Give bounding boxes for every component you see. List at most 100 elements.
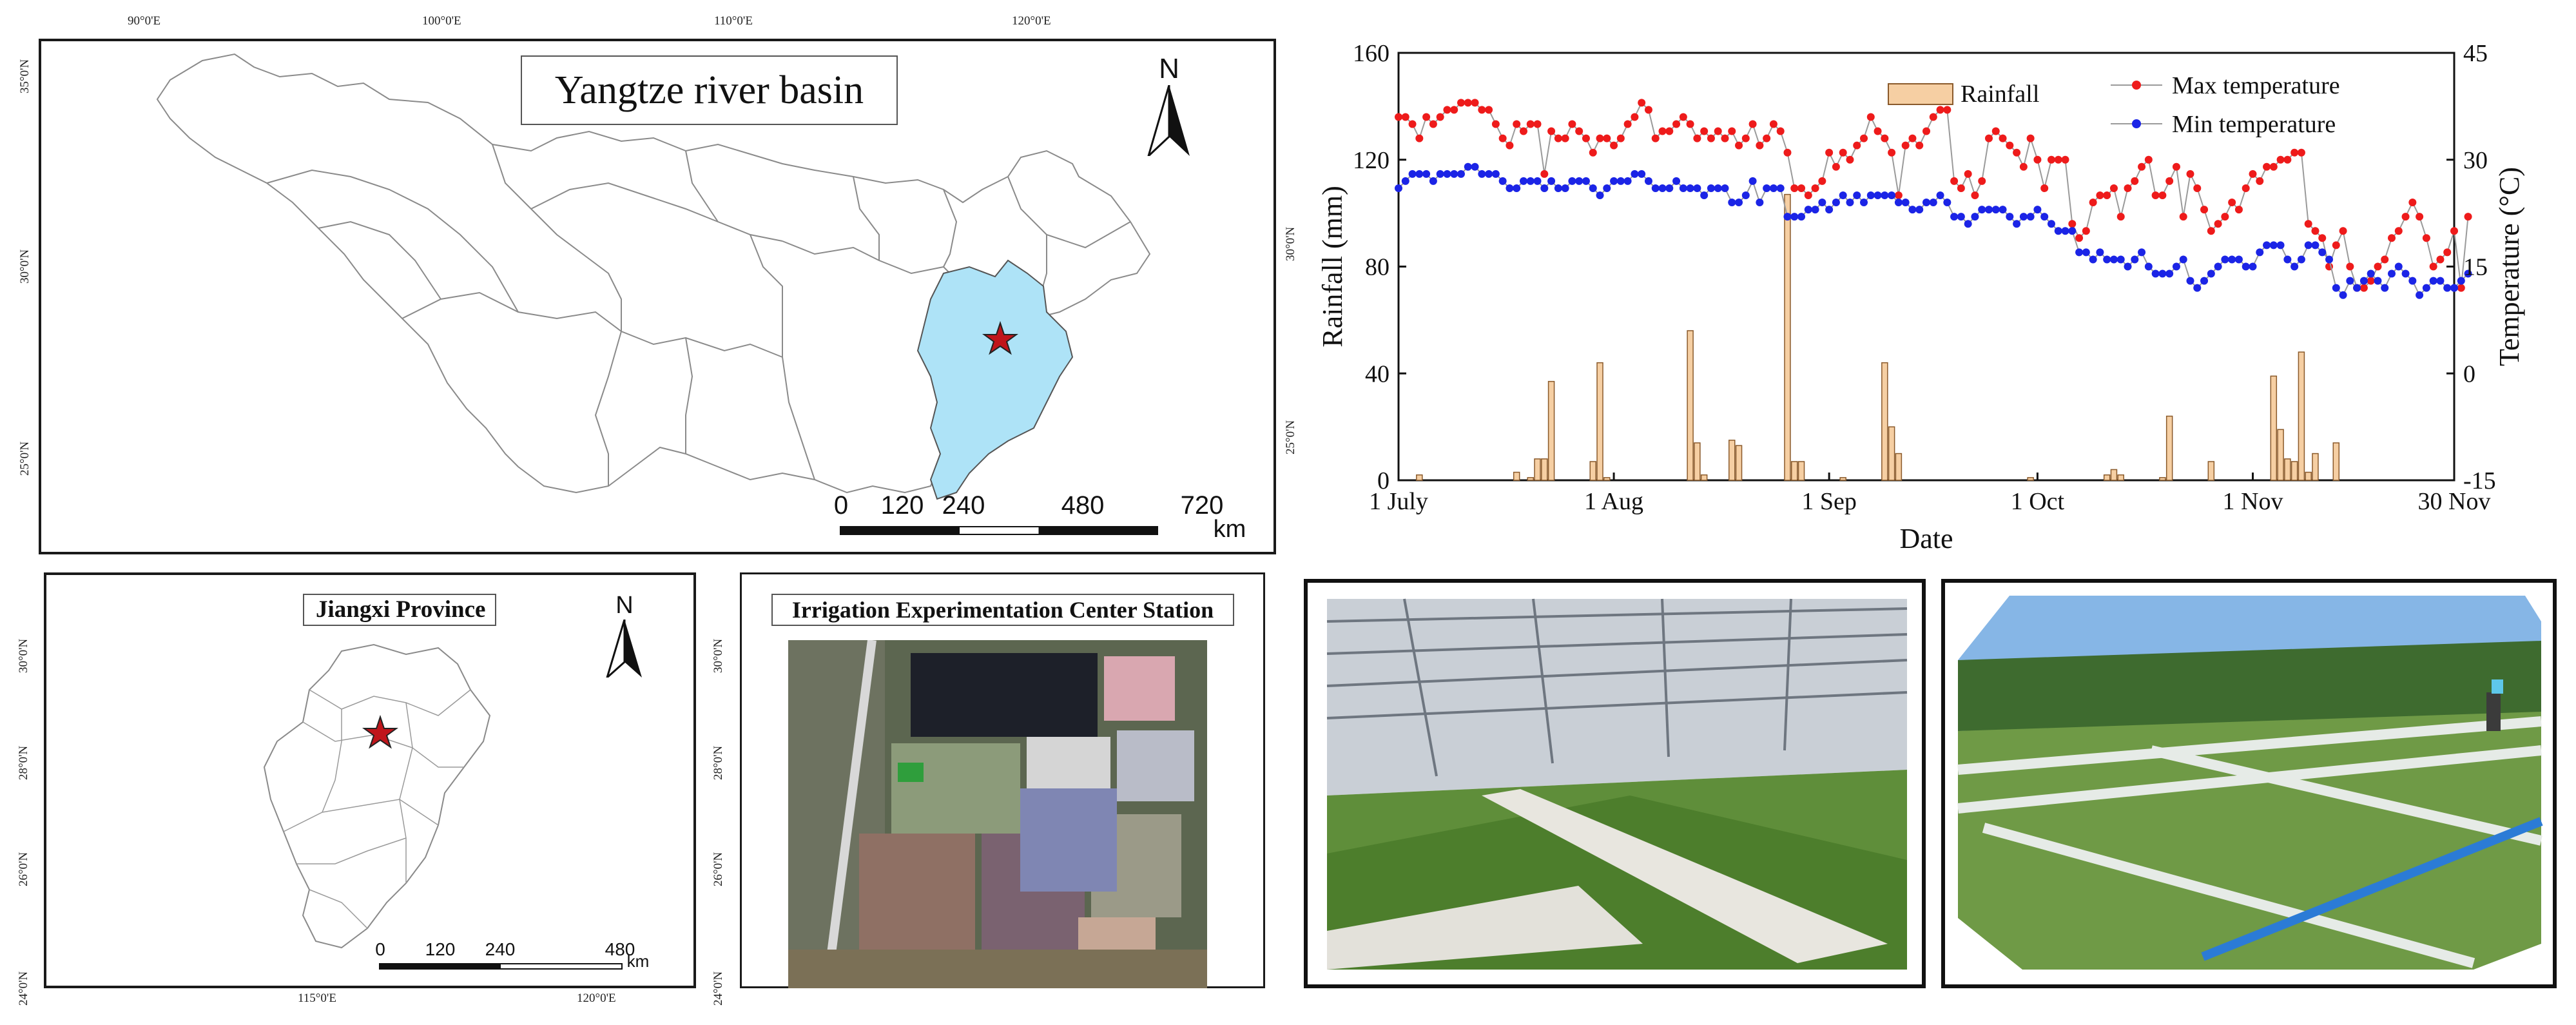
min-temperature-point xyxy=(2464,269,2472,278)
min-temperature-point xyxy=(2325,255,2334,264)
max-temperature-point xyxy=(1415,134,1424,142)
max-temperature-point xyxy=(1450,106,1458,114)
max-temperature-point xyxy=(2068,220,2077,228)
max-temperature-point xyxy=(2283,155,2292,164)
min-temperature-point xyxy=(2200,277,2209,285)
min-temperature-point xyxy=(1991,206,2000,214)
jiangxi-lat-1: 30°0'N xyxy=(17,638,30,673)
rainfall-bar xyxy=(1888,426,1895,481)
north-arrow-icon xyxy=(1147,84,1190,159)
min-temperature-point xyxy=(1756,199,1764,207)
min-temperature-point xyxy=(1922,199,1930,207)
max-temperature-point xyxy=(2165,177,2174,185)
jiangxi-scale-480: 480 xyxy=(605,939,635,959)
max-temperature-point xyxy=(2311,227,2319,235)
basin-scale-480: 480 xyxy=(1061,491,1105,520)
min-temperature-point xyxy=(1735,199,1743,207)
max-temperature-point xyxy=(1991,127,2000,135)
max-temperature-point xyxy=(1429,120,1437,128)
min-temperature-point xyxy=(1776,184,1785,192)
max-temperature-point xyxy=(1519,127,1527,135)
max-temperature-point xyxy=(1915,141,1924,150)
rainfall-bar xyxy=(1694,442,1701,481)
min-temperature-point xyxy=(2367,269,2375,278)
min-temperature-point xyxy=(2346,277,2354,285)
min-temperature-point xyxy=(1519,177,1527,185)
y-left-tick-label: 80 xyxy=(1365,254,1390,281)
min-temperature-point xyxy=(2019,213,2028,221)
rainfall-bar xyxy=(1839,477,1846,481)
min-temperature-point xyxy=(1721,184,1729,192)
max-temperature-point xyxy=(2054,155,2062,164)
min-temperature-point xyxy=(1797,213,1806,221)
max-temperature-point xyxy=(1589,148,1597,157)
field-plots-photo xyxy=(1941,579,2557,988)
rainfall-bar xyxy=(1700,474,1708,481)
jiangxi-lat-2: 28°0'N xyxy=(17,745,30,780)
max-temperature-point xyxy=(1922,127,1930,135)
min-temperature-point xyxy=(1533,177,1542,185)
min-temperature-point xyxy=(1568,177,1576,185)
min-temperature-point xyxy=(2040,213,2049,221)
min-temperature-point xyxy=(2374,277,2382,285)
min-temperature-point xyxy=(1853,191,1861,199)
max-temperature-point xyxy=(2096,191,2104,199)
max-temperature-point xyxy=(1881,134,1889,142)
min-temperature-point xyxy=(1540,184,1549,192)
max-temperature-point xyxy=(1700,127,1709,135)
min-temperature-point xyxy=(1554,184,1562,192)
min-temperature-point xyxy=(1665,184,1674,192)
max-temperature-point xyxy=(2186,170,2194,178)
min-temperature-point xyxy=(1471,162,1479,171)
min-temperature-point xyxy=(1984,206,1993,214)
station-lat-2: 28°0'N xyxy=(712,745,725,780)
max-temperature-point xyxy=(1644,106,1652,114)
max-temperature-point xyxy=(1756,141,1764,150)
min-temperature-point xyxy=(1408,170,1417,178)
min-temperature-point xyxy=(2388,269,2396,278)
min-temperature-point xyxy=(2068,227,2077,235)
min-temperature-point xyxy=(2450,284,2458,292)
jiangxi-scale-120: 120 xyxy=(425,939,456,959)
max-temperature-point xyxy=(1999,134,2007,142)
max-temperature-point xyxy=(1603,134,1611,142)
max-temperature-point xyxy=(1874,127,1882,135)
rainfall-bar xyxy=(2027,477,2034,481)
max-temperature-point xyxy=(2450,227,2458,235)
min-temperature-point xyxy=(1943,199,1951,207)
min-temperature-point xyxy=(1693,184,1701,192)
min-temperature-point xyxy=(2207,269,2215,278)
jiangxi-scale-0: 0 xyxy=(375,939,385,959)
max-temperature-point xyxy=(2214,220,2222,228)
max-temperature-point xyxy=(1665,127,1674,135)
y-left-tick-label: 0 xyxy=(1377,467,1390,494)
legend-min-marker xyxy=(2132,119,2141,128)
min-temperature-point xyxy=(1498,177,1507,185)
min-temperature-point xyxy=(2283,255,2292,264)
max-temperature-point xyxy=(2109,184,2118,192)
max-temperature-point xyxy=(1506,141,1514,150)
jiangxi-province-outline xyxy=(263,643,491,949)
rainfall-bar xyxy=(2312,453,2319,481)
x-tick-label: 1 Oct xyxy=(2011,488,2065,515)
min-temperature-point xyxy=(2013,220,2021,228)
min-temperature-point xyxy=(1866,191,1875,199)
station-lat-4: 24°0'N xyxy=(712,971,725,1006)
max-temperature-point xyxy=(2318,234,2327,242)
max-temperature-point xyxy=(1679,113,1687,121)
max-temperature-point xyxy=(1631,113,1639,121)
station-satellite-image xyxy=(788,640,1207,988)
max-temperature-point xyxy=(2040,184,2049,192)
min-temperature-point xyxy=(2193,284,2202,292)
max-temperature-point xyxy=(1825,148,1834,157)
rainfall-bar xyxy=(2207,461,2215,481)
rainfall-bar xyxy=(1547,380,1555,481)
y-right-tick-label: 45 xyxy=(2463,40,2488,67)
min-temperature-point xyxy=(2429,277,2437,285)
rainfall-bar xyxy=(1881,362,1888,481)
max-temperature-point xyxy=(1561,134,1569,142)
min-temperature-point xyxy=(1485,170,1493,178)
min-temperature-point xyxy=(1832,199,1840,207)
min-temperature-point xyxy=(1846,199,1854,207)
rainfall-bar xyxy=(1729,440,1736,481)
